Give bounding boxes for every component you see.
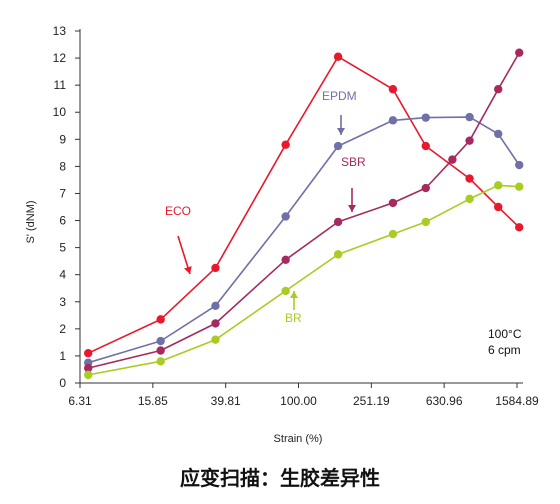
y-tick-label: 5 bbox=[59, 241, 66, 255]
data-point-eco bbox=[421, 141, 430, 151]
series-label-sbr: SBR bbox=[341, 155, 366, 169]
data-point-epdm bbox=[465, 112, 474, 122]
y-tick-label: 7 bbox=[59, 186, 66, 200]
data-point-eco bbox=[333, 52, 343, 61]
series-line-br bbox=[88, 184, 520, 376]
y-tick-label: 1 bbox=[59, 349, 66, 363]
data-point-sbr bbox=[388, 198, 398, 208]
data-point-br bbox=[465, 194, 474, 204]
data-point-sbr bbox=[84, 363, 93, 373]
data-point-eco bbox=[515, 223, 524, 232]
condition-note: 100°C bbox=[488, 327, 522, 341]
data-point-epdm bbox=[421, 113, 430, 122]
y-tick-label: 10 bbox=[53, 105, 67, 119]
data-point-br bbox=[494, 181, 503, 190]
series-line-sbr bbox=[88, 52, 520, 369]
x-tick-label: 6.31 bbox=[68, 394, 92, 408]
x-tick-label: 1584.89 bbox=[495, 394, 539, 408]
series-label-br: BR bbox=[285, 311, 302, 325]
series-layer bbox=[84, 48, 524, 380]
y-tick-label: 4 bbox=[59, 268, 66, 282]
data-point-br bbox=[156, 357, 165, 366]
data-point-sbr bbox=[281, 255, 290, 264]
series-pointer-head-sbr bbox=[348, 205, 356, 212]
series-pointer-head-br bbox=[290, 291, 298, 298]
data-point-sbr bbox=[421, 183, 430, 193]
data-point-sbr bbox=[465, 136, 474, 145]
data-point-epdm bbox=[281, 212, 290, 221]
x-tick-label: 15.85 bbox=[138, 394, 168, 408]
data-point-epdm bbox=[515, 160, 524, 170]
data-point-br bbox=[211, 335, 220, 344]
chart-caption: 应变扫描：生胶差异性 bbox=[180, 466, 380, 490]
series-pointer-head-eco bbox=[184, 266, 192, 274]
data-point-sbr bbox=[494, 85, 503, 94]
data-point-epdm bbox=[156, 336, 165, 346]
series-line-epdm bbox=[87, 116, 520, 364]
y-tick-label: 9 bbox=[59, 132, 66, 146]
x-tick-label: 39.81 bbox=[211, 394, 241, 408]
data-point-sbr bbox=[211, 319, 220, 328]
data-point-sbr bbox=[448, 155, 457, 164]
y-tick-label: 11 bbox=[54, 78, 67, 92]
data-point-eco bbox=[388, 85, 398, 94]
data-point-eco bbox=[211, 263, 220, 273]
data-point-br bbox=[84, 370, 93, 380]
condition-note: 6 cpm bbox=[488, 343, 521, 357]
data-point-epdm bbox=[333, 141, 343, 151]
y-tick-label: 8 bbox=[59, 159, 66, 173]
x-axis-title: Strain (%) bbox=[274, 433, 323, 445]
data-point-eco bbox=[84, 349, 93, 358]
x-tick-label: 251.19 bbox=[353, 394, 390, 408]
data-point-br bbox=[333, 250, 343, 259]
series-pointer-head-epdm bbox=[337, 128, 345, 135]
data-point-br bbox=[388, 229, 398, 239]
series-label-eco: ECO bbox=[165, 204, 191, 218]
data-point-eco bbox=[494, 202, 503, 212]
data-point-br bbox=[515, 182, 524, 191]
data-point-eco bbox=[281, 140, 290, 149]
x-tick-label: 100.00 bbox=[280, 394, 317, 408]
data-point-epdm bbox=[211, 301, 220, 311]
y-tick-label: 13 bbox=[53, 24, 67, 38]
data-point-sbr bbox=[333, 217, 343, 227]
data-point-eco bbox=[156, 315, 165, 324]
data-point-br bbox=[421, 217, 430, 227]
y-tick-label: 6 bbox=[59, 214, 66, 228]
data-point-br bbox=[281, 286, 290, 296]
data-point-epdm bbox=[388, 116, 398, 125]
data-point-sbr bbox=[156, 346, 165, 355]
data-point-sbr bbox=[515, 48, 524, 57]
y-tick-label: 0 bbox=[59, 376, 66, 390]
y-tick-label: 2 bbox=[59, 322, 66, 336]
x-tick-label: 630.96 bbox=[426, 394, 463, 408]
series-label-epdm: EPDM bbox=[322, 89, 357, 103]
label-layer: ECO EPDM SBR BR 100°C 6 cpm bbox=[165, 89, 522, 357]
data-point-epdm bbox=[494, 129, 503, 139]
y-axis-title: S' (dNM) bbox=[25, 200, 37, 243]
y-tick-label: 3 bbox=[59, 295, 66, 309]
y-tick-label: 12 bbox=[53, 51, 67, 65]
series-line-eco bbox=[87, 55, 520, 354]
data-point-eco bbox=[465, 174, 474, 183]
